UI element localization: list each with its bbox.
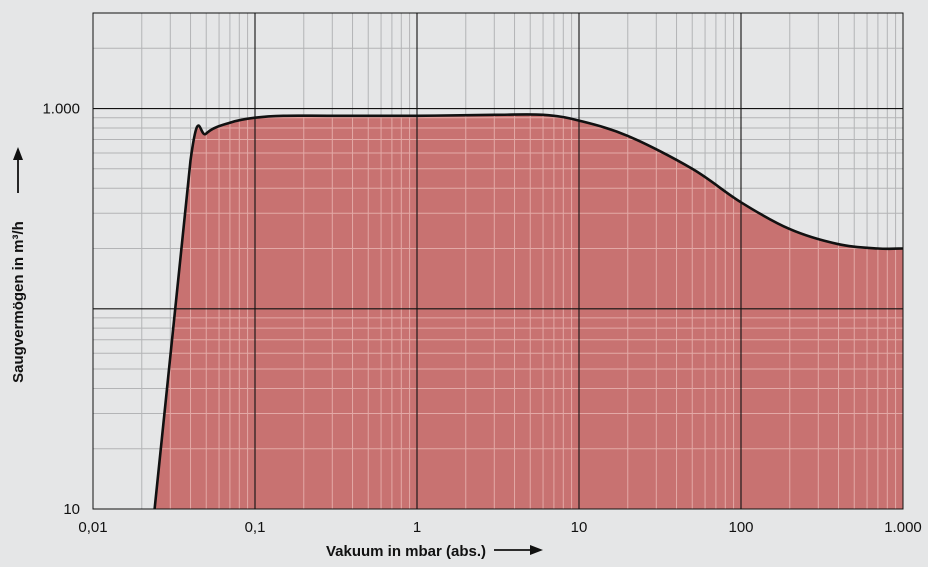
tick-labels: 0,01 0,1 1 10 100 1.000 10 1.000	[42, 101, 921, 536]
major-grid	[93, 13, 903, 509]
x-tick-label: 1	[413, 519, 421, 536]
x-tick-label: 0,01	[78, 519, 107, 536]
y-tick-label: 10	[63, 501, 80, 518]
x-tick-label: 100	[728, 519, 753, 536]
x-axis-arrow	[494, 545, 543, 555]
x-axis-title: Vakuum in mbar (abs.)	[326, 543, 486, 560]
x-tick-label: 10	[571, 519, 588, 536]
y-axis-title: Saugvermögen in m³/h	[10, 221, 27, 383]
y-tick-label: 1.000	[42, 101, 80, 118]
fill-grid	[154, 114, 903, 509]
y-axis-arrow	[13, 147, 23, 193]
x-tick-label: 0,1	[245, 519, 266, 536]
x-tick-label: 1.000	[884, 519, 922, 536]
plot-frame	[92, 12, 904, 510]
series-line	[153, 113, 904, 510]
